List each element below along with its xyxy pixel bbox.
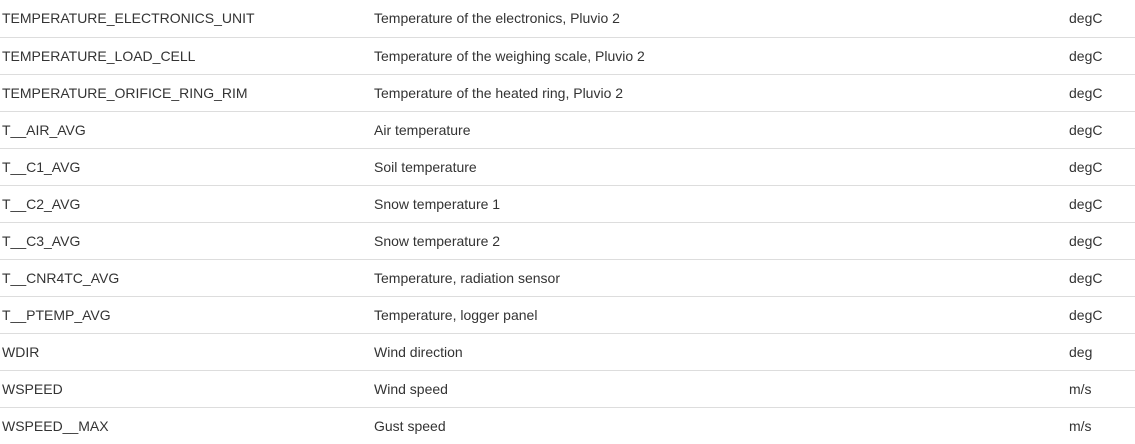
variable-name: T__C3_AVG — [0, 222, 372, 260]
variable-name: T__AIR_AVG — [0, 111, 372, 149]
table-row: T__C2_AVG Snow temperature 1 degC — [0, 185, 1135, 223]
table-row: WSPEED Wind speed m/s — [0, 370, 1135, 408]
table-row: WSPEED__MAX Gust speed m/s — [0, 407, 1135, 444]
table-row: WDIR Wind direction deg — [0, 333, 1135, 371]
variable-name: T__C2_AVG — [0, 185, 372, 223]
variable-description: Wind direction — [372, 333, 1067, 371]
variable-name: TEMPERATURE_ORIFICE_RING_RIM — [0, 74, 372, 112]
variable-description: Air temperature — [372, 111, 1067, 149]
table-row: T__CNR4TC_AVG Temperature, radiation sen… — [0, 259, 1135, 297]
variable-name: WDIR — [0, 333, 372, 371]
variable-description: Temperature of the weighing scale, Pluvi… — [372, 37, 1067, 75]
variable-unit: degC — [1067, 148, 1135, 186]
variable-unit: degC — [1067, 111, 1135, 149]
variable-description: Gust speed — [374, 417, 446, 434]
variable-unit: m/s — [1067, 370, 1135, 408]
variable-name: WSPEED__MAX — [2, 417, 109, 434]
variable-unit: degC — [1067, 296, 1135, 334]
table-row: T__AIR_AVG Air temperature degC — [0, 111, 1135, 149]
variable-name: T__C1_AVG — [0, 148, 372, 186]
variable-description: Temperature of the electronics, Pluvio 2 — [372, 0, 1067, 38]
variable-unit: degC — [1067, 259, 1135, 297]
table-row: T__C3_AVG Snow temperature 2 degC — [0, 222, 1135, 260]
variable-name: WSPEED — [0, 370, 372, 408]
variable-name: T__PTEMP_AVG — [0, 296, 372, 334]
variable-unit: degC — [1067, 0, 1135, 38]
variable-description: Temperature, radiation sensor — [372, 259, 1067, 297]
variable-description: Wind speed — [372, 370, 1067, 408]
variable-unit: degC — [1067, 222, 1135, 260]
variable-description: Snow temperature 2 — [372, 222, 1067, 260]
table-row: TEMPERATURE_LOAD_CELL Temperature of the… — [0, 37, 1135, 75]
variable-unit: deg — [1067, 333, 1135, 371]
variable-name: TEMPERATURE_ELECTRONICS_UNIT — [0, 0, 372, 38]
variable-unit: degC — [1067, 37, 1135, 75]
variable-unit: m/s — [1069, 417, 1092, 434]
variable-description: Temperature of the heated ring, Pluvio 2 — [372, 74, 1067, 112]
table-row: TEMPERATURE_ELECTRONICS_UNIT Temperature… — [0, 0, 1135, 38]
variable-name: T__CNR4TC_AVG — [0, 259, 372, 297]
table-row: TEMPERATURE_ORIFICE_RING_RIM Temperature… — [0, 74, 1135, 112]
variable-description: Temperature, logger panel — [372, 296, 1067, 334]
table-row: T__C1_AVG Soil temperature degC — [0, 148, 1135, 186]
variable-description: Soil temperature — [372, 148, 1067, 186]
table-row: T__PTEMP_AVG Temperature, logger panel d… — [0, 296, 1135, 334]
variable-unit: degC — [1067, 185, 1135, 223]
variable-unit: degC — [1067, 74, 1135, 112]
variable-name: TEMPERATURE_LOAD_CELL — [0, 37, 372, 75]
variable-description: Snow temperature 1 — [372, 185, 1067, 223]
